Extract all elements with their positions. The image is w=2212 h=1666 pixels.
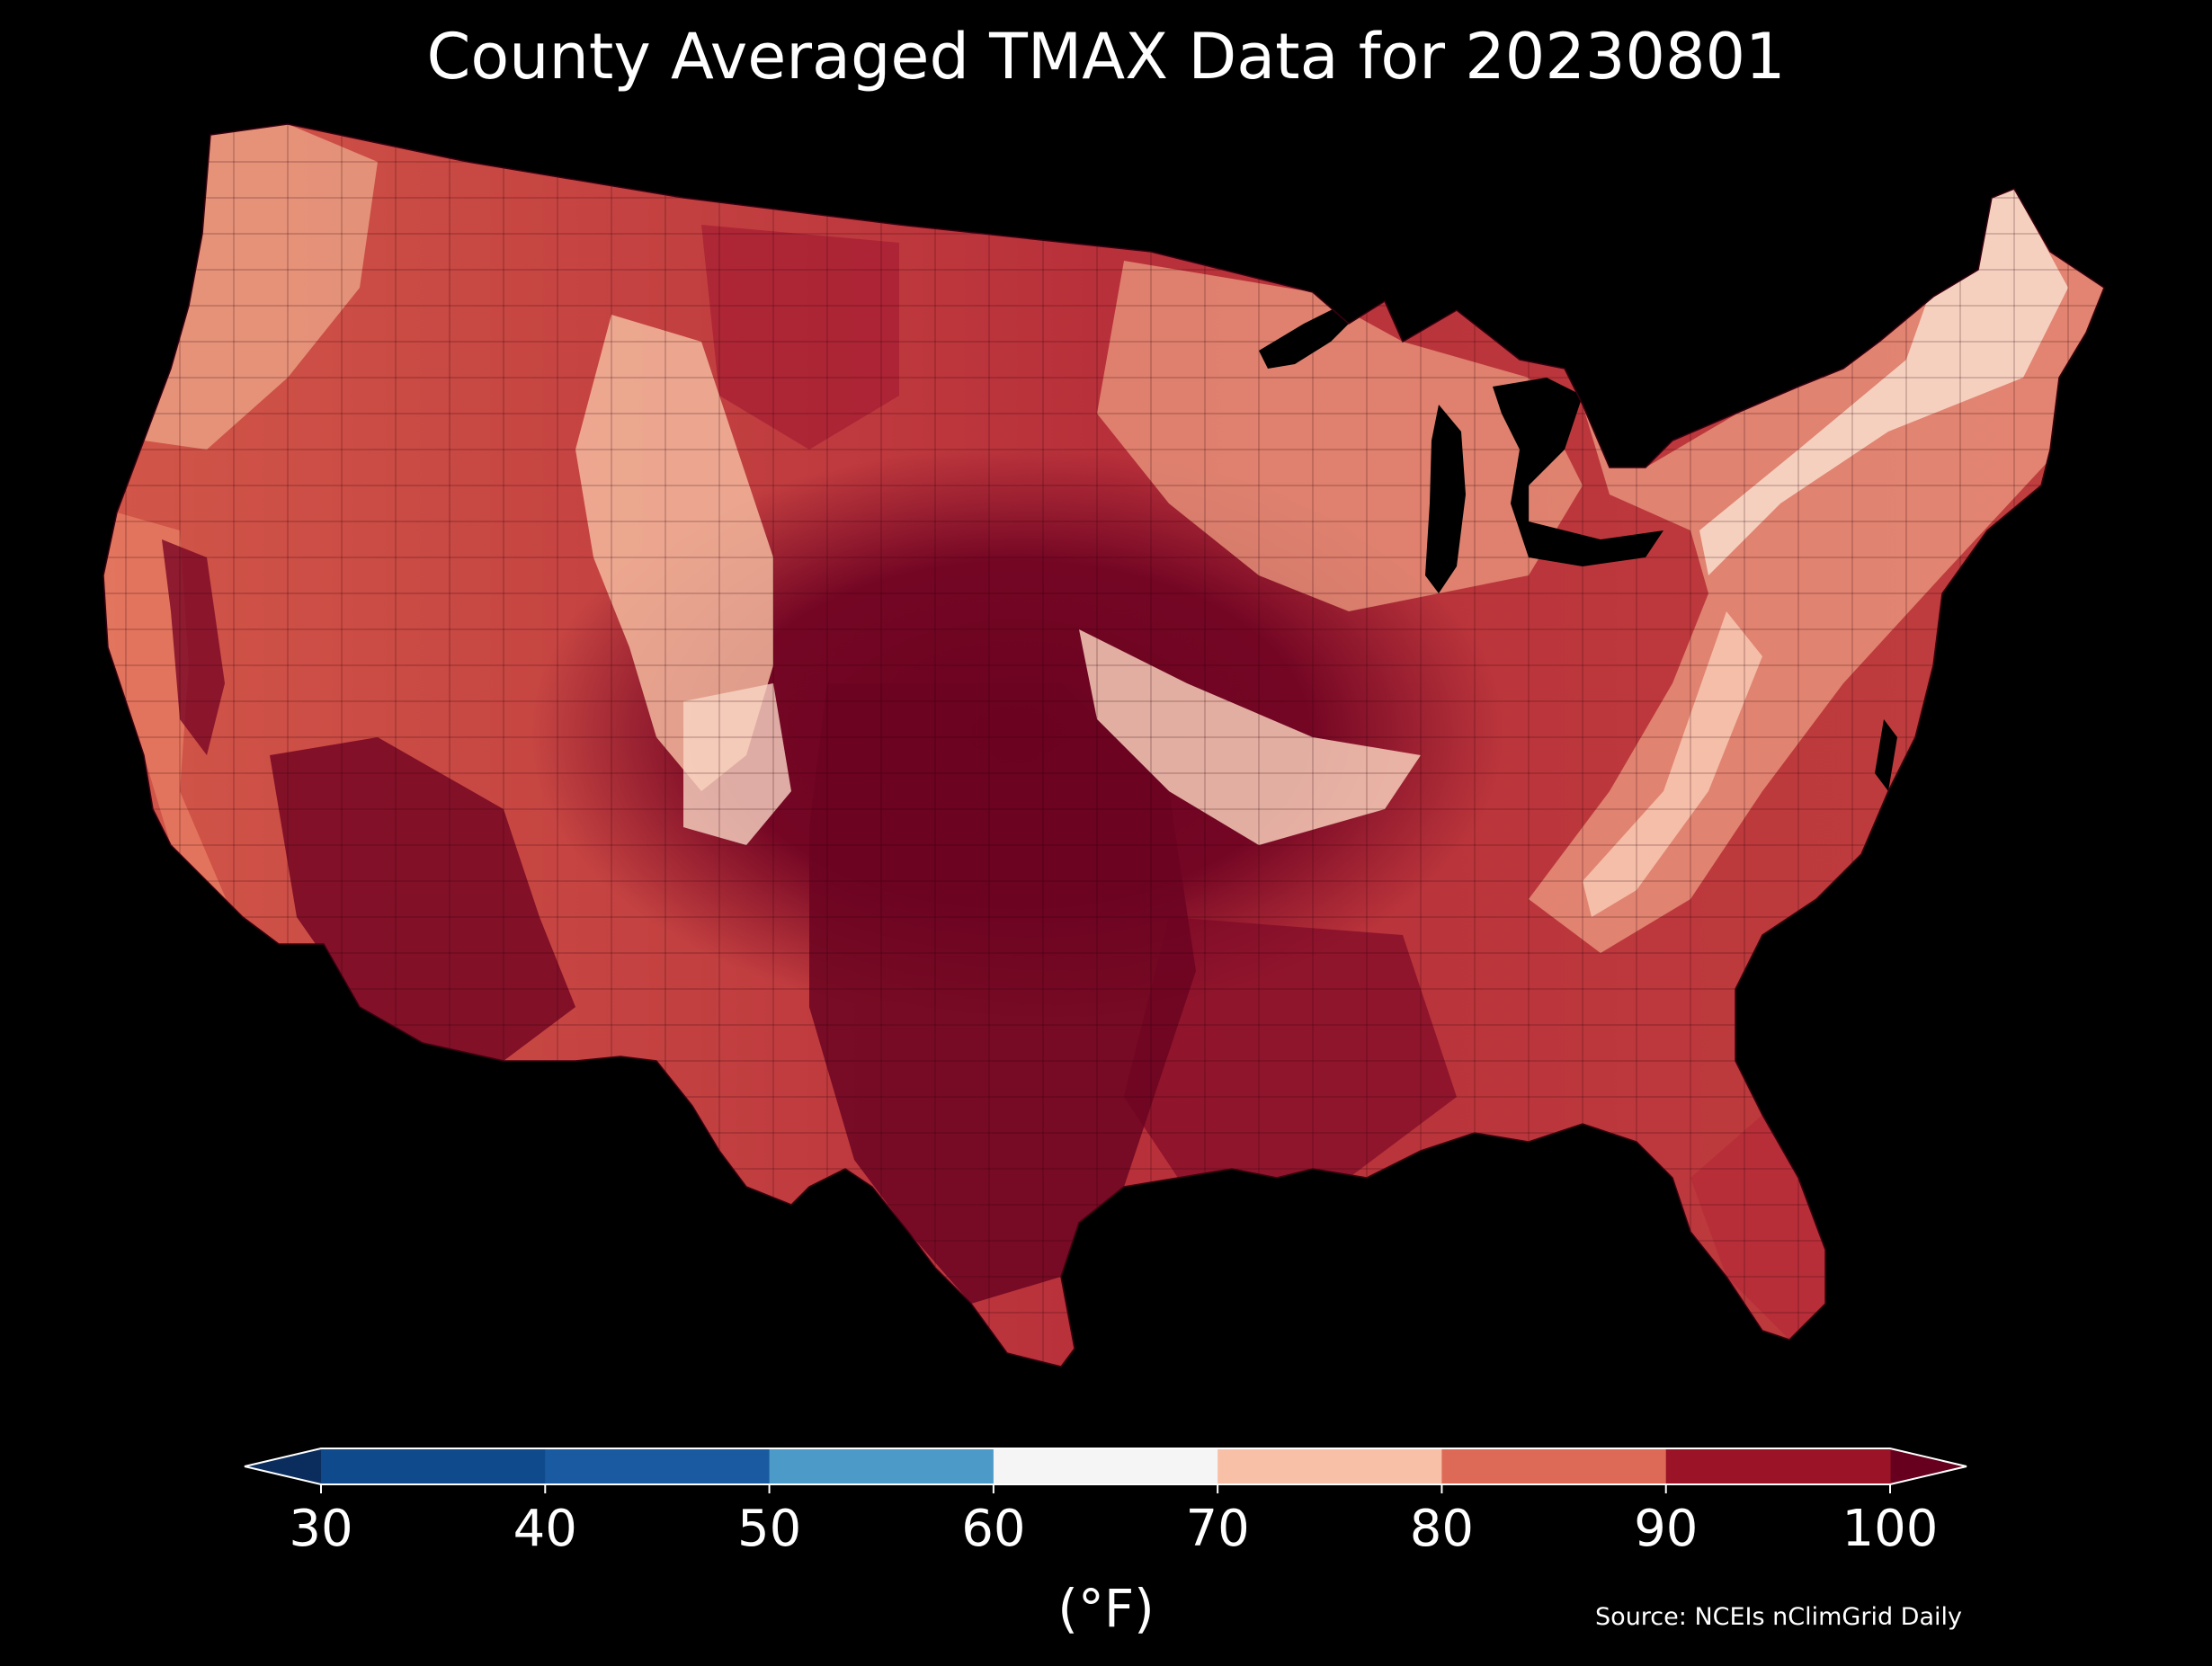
texas-hot-core — [809, 683, 1196, 1304]
colorbar-tick-label: 80 — [1410, 1500, 1474, 1551]
lake-huron-erie — [1493, 378, 1663, 566]
colorbar-bin — [769, 1448, 995, 1484]
colorbar-bin — [1217, 1448, 1442, 1484]
source-credit: Source: NCEIs nClimGrid Daily — [1595, 1603, 1962, 1631]
colorbar-unit-label: (°F) — [1057, 1578, 1155, 1639]
colorbar-bin — [993, 1448, 1218, 1484]
map-title: County Averaged TMAX Data for 20230801 — [426, 20, 1786, 94]
colorbar-tick-label: 90 — [1634, 1500, 1698, 1551]
colorbar-extend-under — [245, 1448, 321, 1484]
map-outline — [103, 123, 2105, 1368]
colorbar-extend-over — [1890, 1448, 1967, 1484]
us-county-tmax-map — [103, 123, 2105, 1368]
colorbar-tick-label: 70 — [1186, 1500, 1250, 1551]
central-valley-hot — [162, 539, 225, 755]
colorbar-tick-label: 60 — [961, 1500, 1025, 1551]
colorbar: 30 40 50 60 70 80 90 100 — [244, 1448, 1967, 1551]
colorbar-bin — [545, 1448, 771, 1484]
pacific-northwest — [144, 124, 378, 450]
colorado-cool — [683, 683, 791, 845]
colorbar-tick-label: 30 — [289, 1500, 352, 1551]
lake-superior — [1259, 283, 1376, 369]
northeast-coolest — [1699, 189, 2068, 575]
colorbar-bin — [1665, 1448, 1891, 1484]
california-coast — [103, 512, 234, 917]
desert-southwest-hot — [270, 737, 575, 1061]
colorbar-tick-label: 40 — [513, 1500, 577, 1551]
gulf-coast-hot — [1124, 917, 1457, 1178]
colorbar-bin — [321, 1448, 546, 1484]
colorbar-tick-label: 100 — [1842, 1500, 1939, 1551]
appalachian-cool — [1583, 611, 1762, 917]
colorbar-bin — [1441, 1448, 1667, 1484]
chesapeake-bay — [1875, 719, 1897, 791]
florida — [1690, 1115, 1825, 1340]
central-plains-cool — [1079, 629, 1421, 845]
colorbar-tick-label: 50 — [737, 1500, 801, 1551]
rockies-cool — [575, 315, 773, 791]
northern-plains-hot — [701, 225, 899, 450]
lake-michigan — [1425, 405, 1466, 593]
